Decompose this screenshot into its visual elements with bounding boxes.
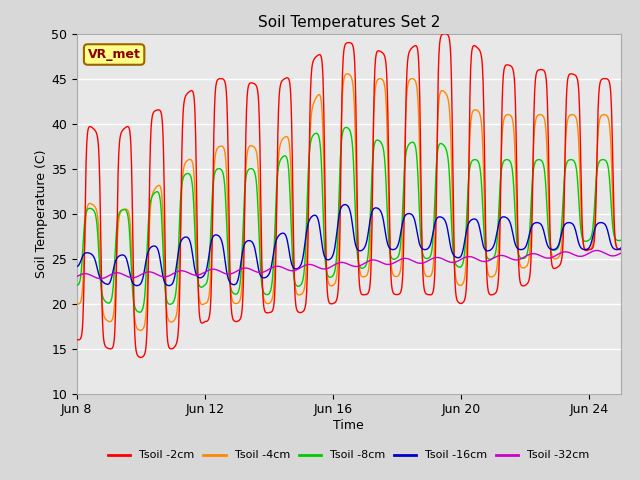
Y-axis label: Soil Temperature (C): Soil Temperature (C) (35, 149, 48, 278)
Legend: Tsoil -2cm, Tsoil -4cm, Tsoil -8cm, Tsoil -16cm, Tsoil -32cm: Tsoil -2cm, Tsoil -4cm, Tsoil -8cm, Tsoi… (104, 446, 594, 465)
Text: VR_met: VR_met (88, 48, 141, 61)
Title: Soil Temperatures Set 2: Soil Temperatures Set 2 (258, 15, 440, 30)
X-axis label: Time: Time (333, 419, 364, 432)
